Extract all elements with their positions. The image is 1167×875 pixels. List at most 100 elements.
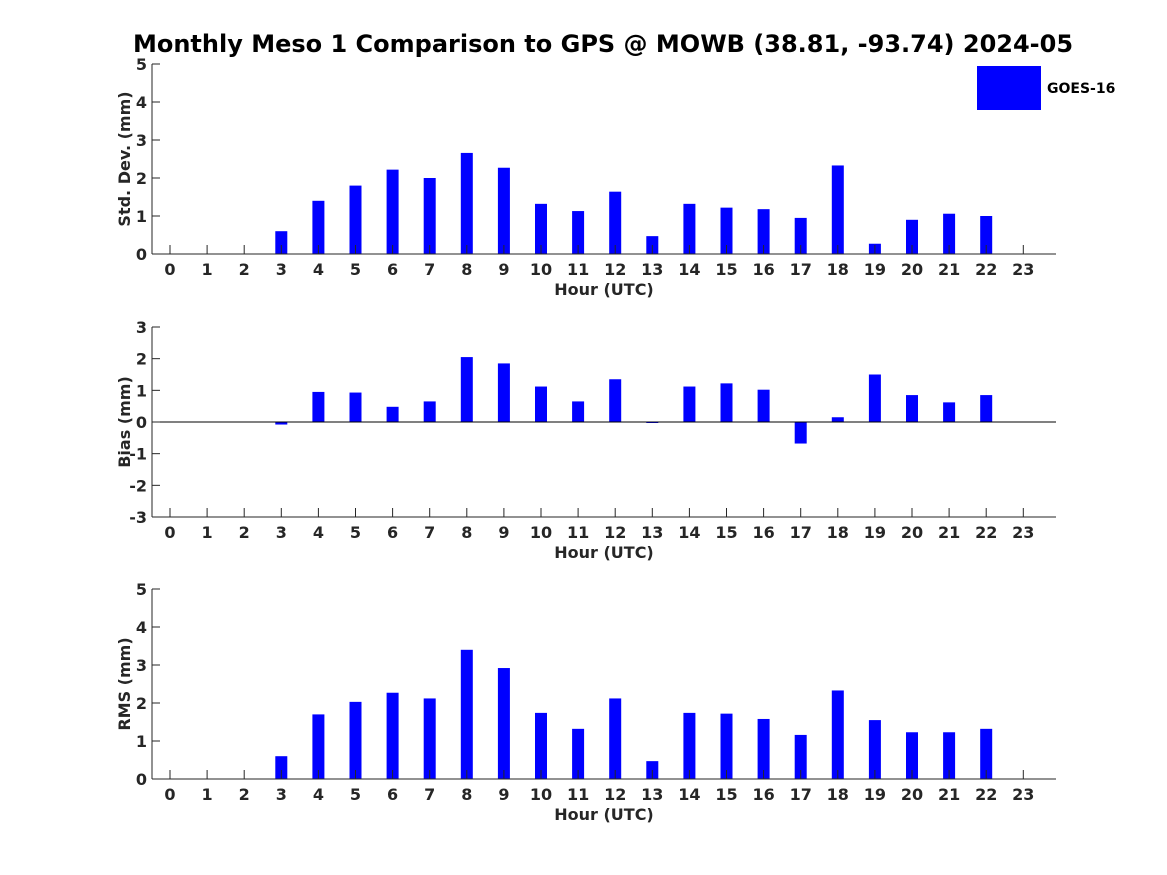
x-tick-label: 2 bbox=[239, 785, 250, 804]
x-tick-label: 2 bbox=[239, 260, 250, 279]
bar-hour-15 bbox=[720, 383, 733, 422]
bar-hour-21 bbox=[943, 213, 956, 254]
bar-hour-14 bbox=[683, 712, 696, 779]
bar-hour-12 bbox=[609, 191, 622, 254]
bar-hour-4 bbox=[312, 200, 325, 254]
bar-hour-12 bbox=[609, 698, 622, 779]
bar-hour-5 bbox=[349, 185, 362, 254]
x-tick-label: 21 bbox=[938, 260, 960, 279]
x-tick-label: 17 bbox=[790, 785, 812, 804]
y-tick-label: 1 bbox=[136, 207, 147, 226]
bar-hour-19 bbox=[868, 720, 881, 779]
x-tick-label: 1 bbox=[202, 785, 213, 804]
bar-hour-15 bbox=[720, 713, 733, 779]
x-tick-label: 14 bbox=[678, 785, 700, 804]
x-tick-label: 14 bbox=[678, 523, 700, 542]
bar-hour-17 bbox=[794, 734, 807, 779]
x-tick-label: 16 bbox=[752, 260, 774, 279]
legend-swatch bbox=[977, 66, 1041, 110]
x-tick-label: 9 bbox=[498, 785, 509, 804]
bar-hour-8 bbox=[460, 152, 473, 254]
y-tick-label: -3 bbox=[129, 508, 147, 527]
bar-hour-12 bbox=[609, 379, 622, 422]
y-tick-label: -1 bbox=[129, 445, 147, 464]
x-axis-label: Hour (UTC) bbox=[554, 280, 654, 299]
legend-label: GOES-16 bbox=[1047, 81, 1115, 97]
x-tick-label: 9 bbox=[498, 260, 509, 279]
bar-hour-6 bbox=[386, 406, 399, 422]
bar-hour-6 bbox=[386, 692, 399, 779]
bar-hour-3 bbox=[275, 231, 288, 254]
x-tick-label: 0 bbox=[164, 260, 175, 279]
bar-hour-11 bbox=[572, 728, 585, 779]
bar-hour-11 bbox=[572, 211, 585, 254]
bar-hour-17 bbox=[794, 217, 807, 254]
y-tick-label: 2 bbox=[136, 694, 147, 713]
x-axis-label: Hour (UTC) bbox=[554, 805, 654, 824]
bar-hour-10 bbox=[535, 712, 547, 779]
x-tick-label: 12 bbox=[604, 785, 626, 804]
x-tick-label: 8 bbox=[461, 785, 472, 804]
x-tick-label: 5 bbox=[350, 523, 361, 542]
legend: GOES-16 bbox=[977, 66, 1115, 110]
x-tick-label: 3 bbox=[276, 260, 287, 279]
bar-hour-17 bbox=[794, 422, 807, 444]
bar-hour-3 bbox=[275, 422, 288, 425]
x-tick-label: 20 bbox=[901, 785, 923, 804]
y-tick-label: 3 bbox=[136, 656, 147, 675]
bar-hour-10 bbox=[535, 203, 547, 254]
bar-hour-16 bbox=[757, 389, 770, 422]
x-tick-label: 5 bbox=[350, 785, 361, 804]
y-tick-label: 0 bbox=[136, 413, 147, 432]
x-tick-label: 6 bbox=[387, 785, 398, 804]
bar-hour-19 bbox=[868, 374, 881, 422]
x-tick-label: 14 bbox=[678, 260, 700, 279]
x-tick-label: 6 bbox=[387, 523, 398, 542]
y-tick-label: 2 bbox=[136, 169, 147, 188]
x-tick-label: 4 bbox=[313, 260, 324, 279]
x-tick-label: 19 bbox=[864, 785, 886, 804]
y-tick-label: 3 bbox=[136, 131, 147, 150]
x-tick-label: 21 bbox=[938, 523, 960, 542]
x-tick-label: 0 bbox=[164, 523, 175, 542]
x-tick-label: 17 bbox=[790, 523, 812, 542]
x-tick-label: 4 bbox=[313, 785, 324, 804]
x-tick-label: 18 bbox=[827, 785, 849, 804]
x-tick-label: 22 bbox=[975, 523, 997, 542]
x-tick-label: 16 bbox=[752, 523, 774, 542]
x-tick-label: 13 bbox=[641, 785, 663, 804]
y-axis-label: Std. Dev. (mm) bbox=[115, 91, 134, 226]
x-tick-label: 18 bbox=[827, 260, 849, 279]
x-tick-label: 7 bbox=[424, 523, 435, 542]
bar-hour-18 bbox=[831, 417, 844, 422]
y-tick-label: 3 bbox=[136, 318, 147, 337]
x-tick-label: 12 bbox=[604, 523, 626, 542]
x-tick-label: 3 bbox=[276, 523, 287, 542]
bar-hour-6 bbox=[386, 169, 399, 254]
y-tick-label: 0 bbox=[136, 245, 147, 264]
bar-hour-9 bbox=[497, 363, 510, 422]
x-tick-label: 10 bbox=[530, 260, 552, 279]
x-tick-label: 11 bbox=[567, 523, 589, 542]
x-tick-label: 1 bbox=[202, 260, 213, 279]
y-tick-label: 4 bbox=[136, 93, 147, 112]
x-tick-label: 0 bbox=[164, 785, 175, 804]
bar-hour-7 bbox=[423, 401, 436, 422]
x-tick-label: 2 bbox=[239, 523, 250, 542]
y-tick-label: 4 bbox=[136, 618, 147, 637]
y-axis-label: Bias (mm) bbox=[115, 376, 134, 468]
y-tick-label: 1 bbox=[136, 381, 147, 400]
bar-hour-8 bbox=[460, 649, 473, 779]
x-tick-label: 13 bbox=[641, 523, 663, 542]
x-tick-label: 10 bbox=[530, 785, 552, 804]
bar-hour-18 bbox=[831, 165, 844, 254]
x-axis-label: Hour (UTC) bbox=[554, 543, 654, 562]
bar-hour-16 bbox=[757, 209, 770, 254]
x-tick-label: 21 bbox=[938, 785, 960, 804]
x-tick-label: 20 bbox=[901, 260, 923, 279]
x-tick-label: 15 bbox=[715, 260, 737, 279]
x-tick-label: 7 bbox=[424, 785, 435, 804]
x-tick-label: 22 bbox=[975, 785, 997, 804]
bar-hour-4 bbox=[312, 391, 325, 422]
